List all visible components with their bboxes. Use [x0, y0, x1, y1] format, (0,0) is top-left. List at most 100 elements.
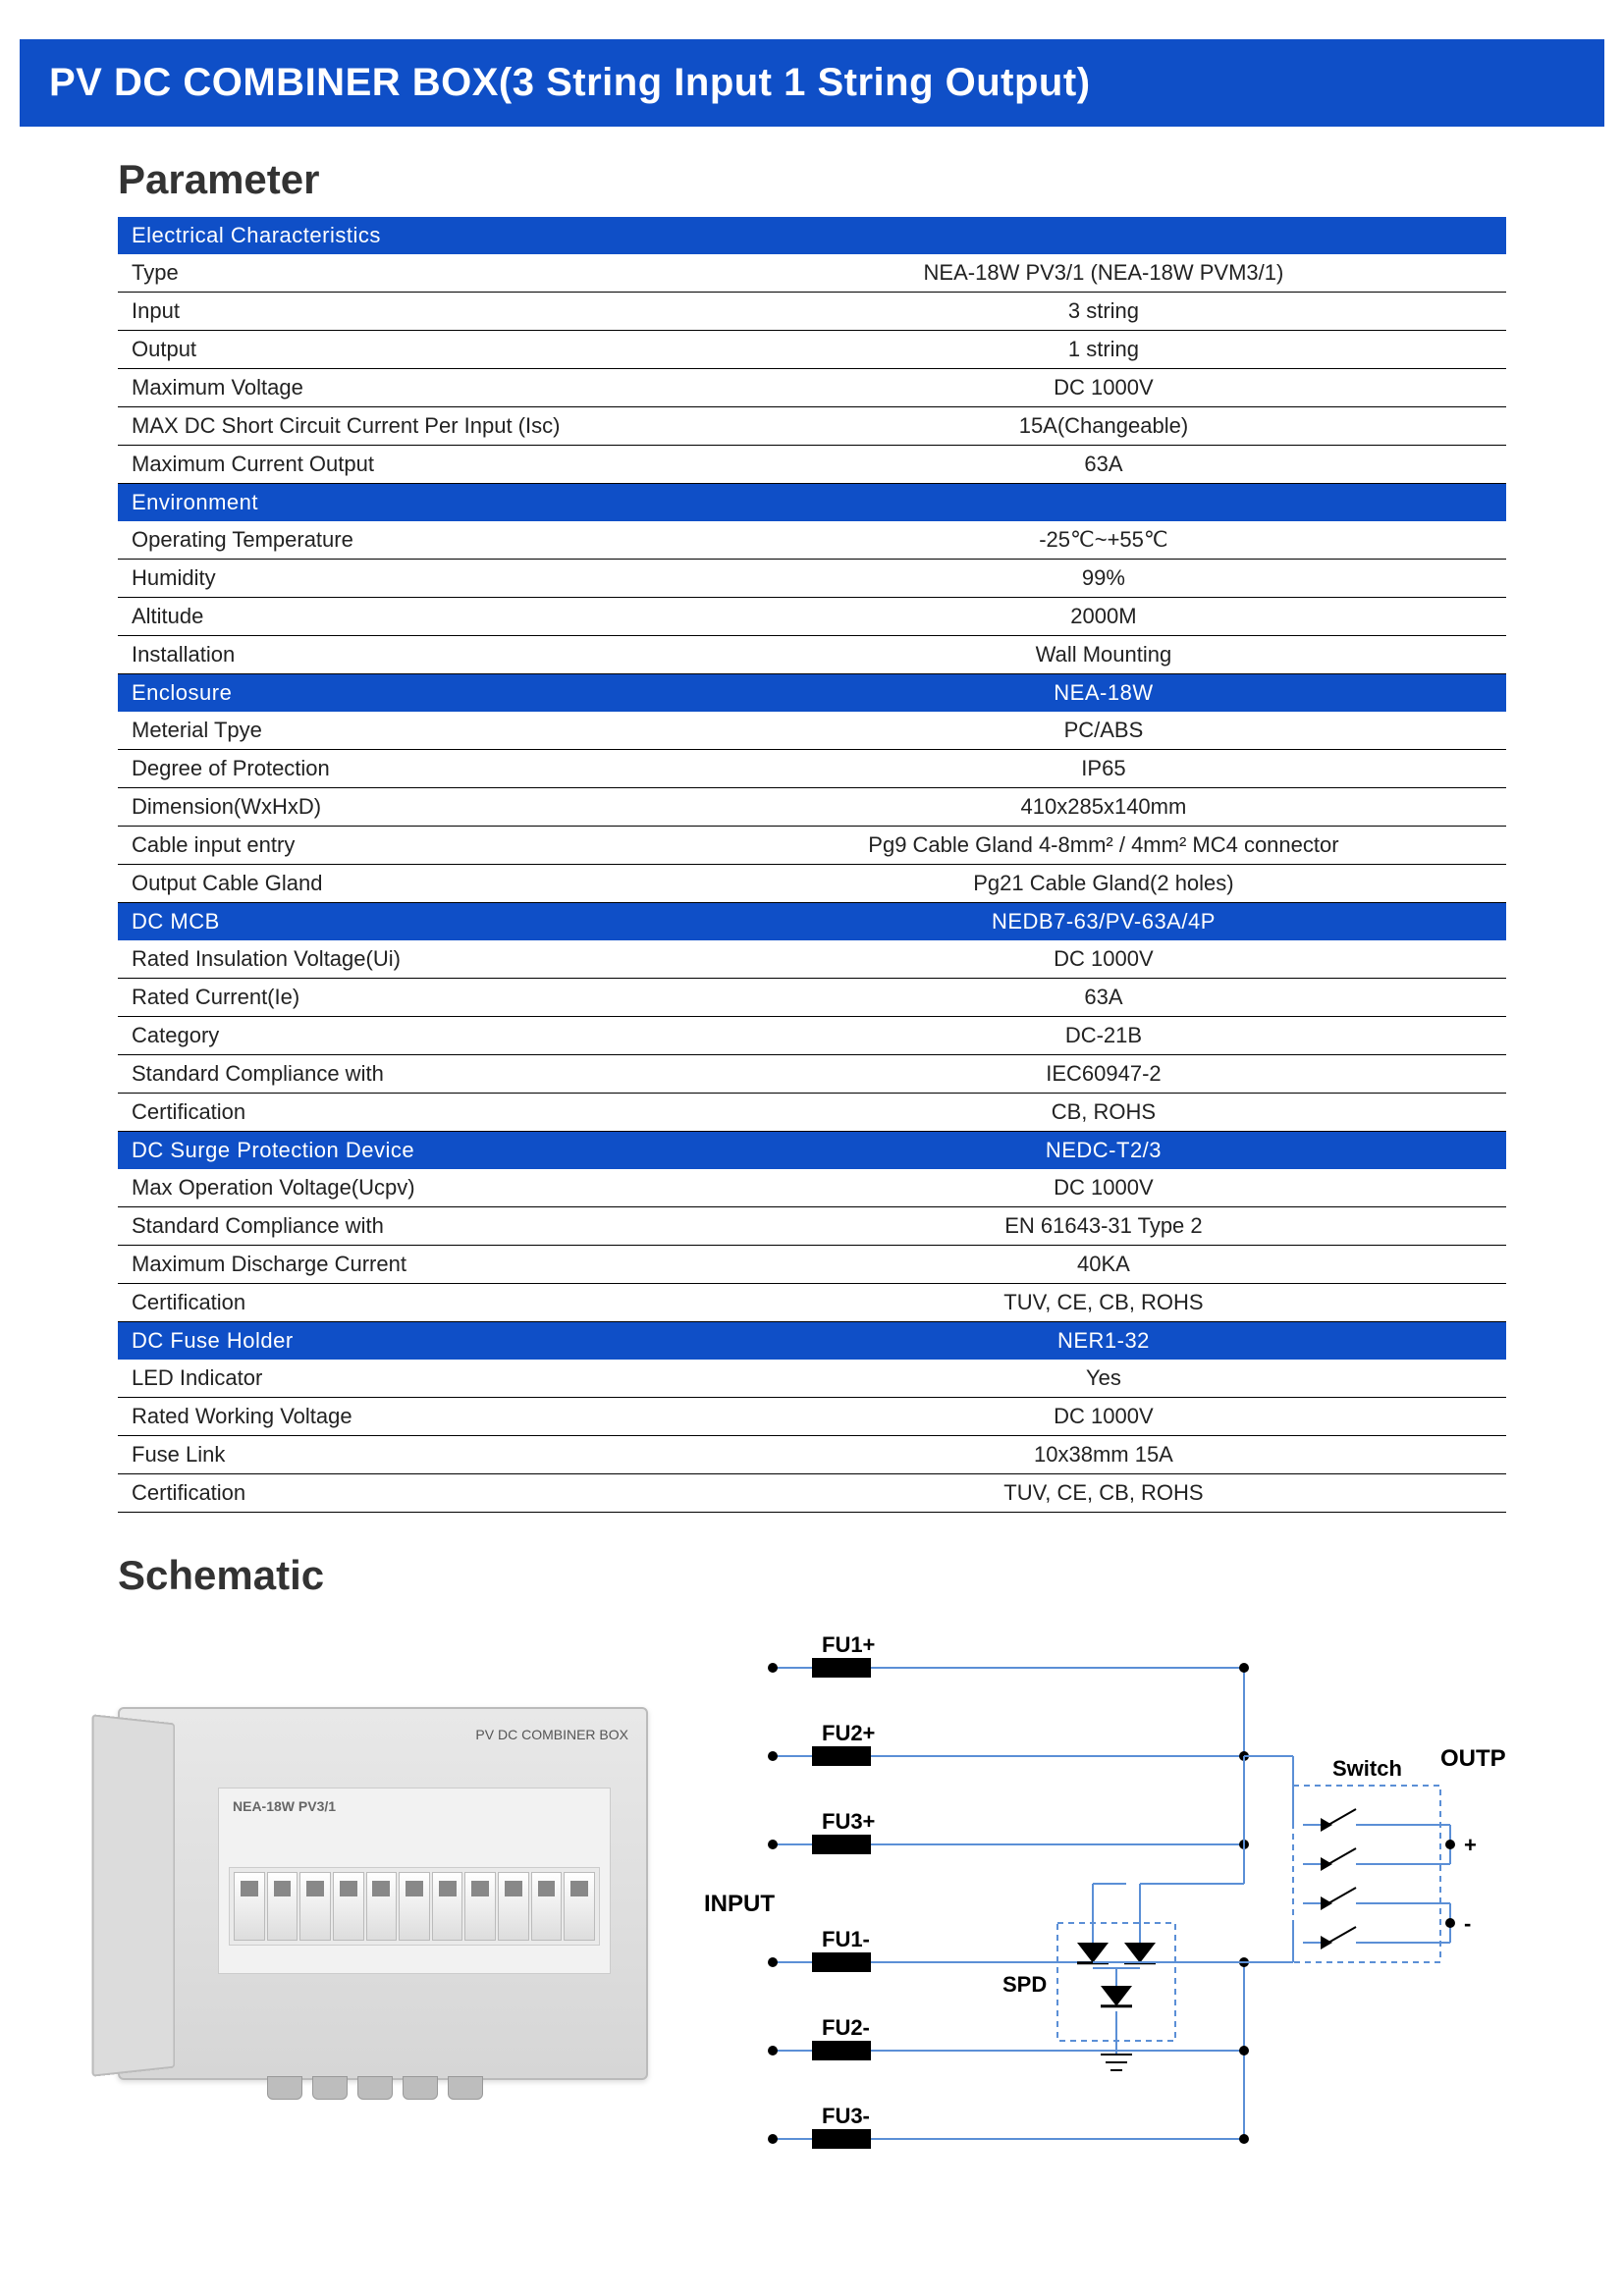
section-header-value: NER1-32: [701, 1322, 1506, 1361]
table-section-header: EnclosureNEA-18W: [118, 674, 1506, 713]
product-photo: PV DC COMBINER BOX NEA-18W PV3/1: [118, 1707, 648, 2080]
output-plus: +: [1464, 1833, 1477, 1857]
param-label: Maximum Discharge Current: [118, 1246, 701, 1284]
input-label: INPUT: [704, 1891, 775, 1917]
table-row: Fuse Link10x38mm 15A: [118, 1436, 1506, 1474]
table-row: Standard Compliance withEN 61643-31 Type…: [118, 1207, 1506, 1246]
table-row: Maximum Discharge Current40KA: [118, 1246, 1506, 1284]
param-value: DC 1000V: [701, 1398, 1506, 1436]
param-label: Category: [118, 1017, 701, 1055]
param-label: Meterial Tpye: [118, 712, 701, 750]
din-rail: [229, 1867, 600, 1946]
param-value: 63A: [701, 446, 1506, 484]
fuse-neg-label: FU1-: [822, 1927, 870, 1951]
param-value: DC 1000V: [701, 1169, 1506, 1207]
table-row: Standard Compliance withIEC60947-2: [118, 1055, 1506, 1094]
product-door: [92, 1714, 176, 2076]
param-value: 2000M: [701, 598, 1506, 636]
parameter-table: Electrical CharacteristicsTypeNEA-18W PV…: [118, 217, 1506, 1513]
param-label: Standard Compliance with: [118, 1207, 701, 1246]
param-label: Dimension(WxHxD): [118, 788, 701, 827]
product-inner-panel: NEA-18W PV3/1: [218, 1788, 611, 1974]
section-header-label: DC MCB: [118, 903, 701, 941]
param-label: Maximum Voltage: [118, 369, 701, 407]
param-value: Pg9 Cable Gland 4-8mm² / 4mm² MC4 connec…: [701, 827, 1506, 865]
fuse-pos-label: FU1+: [822, 1632, 875, 1657]
table-row: Rated Current(Ie)63A: [118, 979, 1506, 1017]
param-value: Wall Mounting: [701, 636, 1506, 674]
param-value: 10x38mm 15A: [701, 1436, 1506, 1474]
product-top-label: PV DC COMBINER BOX: [475, 1727, 628, 1742]
param-value: Yes: [701, 1360, 1506, 1398]
section-header-value: NEDC-T2/3: [701, 1132, 1506, 1170]
product-model-label: NEA-18W PV3/1: [233, 1798, 336, 1814]
param-value: DC-21B: [701, 1017, 1506, 1055]
output-minus: -: [1464, 1911, 1471, 1936]
table-row: Altitude2000M: [118, 598, 1506, 636]
schematic-area: PV DC COMBINER BOX NEA-18W PV3/1 FU1+ FU2…: [118, 1619, 1506, 2208]
param-value: 15A(Changeable): [701, 407, 1506, 446]
section-header-value: NEA-18W: [701, 674, 1506, 713]
param-value: -25℃~+55℃: [701, 521, 1506, 560]
param-value: TUV, CE, CB, ROHS: [701, 1474, 1506, 1513]
param-label: Cable input entry: [118, 827, 701, 865]
param-value: CB, ROHS: [701, 1094, 1506, 1132]
param-label: Output Cable Gland: [118, 865, 701, 903]
table-row: LED IndicatorYes: [118, 1360, 1506, 1398]
param-label: Certification: [118, 1094, 701, 1132]
spd-label: SPD: [1002, 1972, 1047, 1997]
param-value: TUV, CE, CB, ROHS: [701, 1284, 1506, 1322]
parameter-heading: Parameter: [118, 156, 1506, 203]
param-label: LED Indicator: [118, 1360, 701, 1398]
param-label: Altitude: [118, 598, 701, 636]
param-label: Max Operation Voltage(Ucpv): [118, 1169, 701, 1207]
param-value: NEA-18W PV3/1 (NEA-18W PVM3/1): [701, 254, 1506, 293]
param-value: IP65: [701, 750, 1506, 788]
param-label: Operating Temperature: [118, 521, 701, 560]
param-value: 1 string: [701, 331, 1506, 369]
param-label: Certification: [118, 1474, 701, 1513]
section-header-value: [701, 217, 1506, 254]
output-label: OUTPUT: [1440, 1745, 1506, 1772]
table-row: Dimension(WxHxD)410x285x140mm: [118, 788, 1506, 827]
param-label: Maximum Current Output: [118, 446, 701, 484]
param-value: 410x285x140mm: [701, 788, 1506, 827]
param-value: PC/ABS: [701, 712, 1506, 750]
param-value: DC 1000V: [701, 940, 1506, 979]
table-row: Operating Temperature-25℃~+55℃: [118, 521, 1506, 560]
section-header-value: NEDB7-63/PV-63A/4P: [701, 903, 1506, 941]
section-header-label: DC Surge Protection Device: [118, 1132, 701, 1170]
param-label: Installation: [118, 636, 701, 674]
param-label: Rated Insulation Voltage(Ui): [118, 940, 701, 979]
table-row: Maximum Current Output63A: [118, 446, 1506, 484]
schematic-diagram: FU1+FU2+FU3+FU1-FU2-FU3-INPUTSPDSwitchOU…: [687, 1619, 1506, 2208]
fuse-neg-label: FU2-: [822, 2015, 870, 2040]
table-row: CertificationTUV, CE, CB, ROHS: [118, 1474, 1506, 1513]
param-value: Pg21 Cable Gland(2 holes): [701, 865, 1506, 903]
param-label: Input: [118, 293, 701, 331]
section-header-label: Enclosure: [118, 674, 701, 713]
table-row: Cable input entryPg9 Cable Gland 4-8mm² …: [118, 827, 1506, 865]
param-label: MAX DC Short Circuit Current Per Input (…: [118, 407, 701, 446]
table-row: TypeNEA-18W PV3/1 (NEA-18W PVM3/1): [118, 254, 1506, 293]
table-section-header: Electrical Characteristics: [118, 217, 1506, 254]
table-row: CategoryDC-21B: [118, 1017, 1506, 1055]
section-header-label: Environment: [118, 484, 701, 522]
table-row: Rated Working VoltageDC 1000V: [118, 1398, 1506, 1436]
table-section-header: Environment: [118, 484, 1506, 522]
param-label: Degree of Protection: [118, 750, 701, 788]
section-header-label: Electrical Characteristics: [118, 217, 701, 254]
param-label: Fuse Link: [118, 1436, 701, 1474]
param-label: Certification: [118, 1284, 701, 1322]
table-row: Maximum VoltageDC 1000V: [118, 369, 1506, 407]
param-value: 63A: [701, 979, 1506, 1017]
param-value: EN 61643-31 Type 2: [701, 1207, 1506, 1246]
page-title: PV DC COMBINER BOX(3 String Input 1 Stri…: [49, 61, 1091, 104]
param-value: 3 string: [701, 293, 1506, 331]
param-label: Type: [118, 254, 701, 293]
param-label: Output: [118, 331, 701, 369]
table-row: CertificationCB, ROHS: [118, 1094, 1506, 1132]
param-value: IEC60947-2: [701, 1055, 1506, 1094]
schematic-heading: Schematic: [118, 1552, 1506, 1599]
section-header-label: DC Fuse Holder: [118, 1322, 701, 1361]
